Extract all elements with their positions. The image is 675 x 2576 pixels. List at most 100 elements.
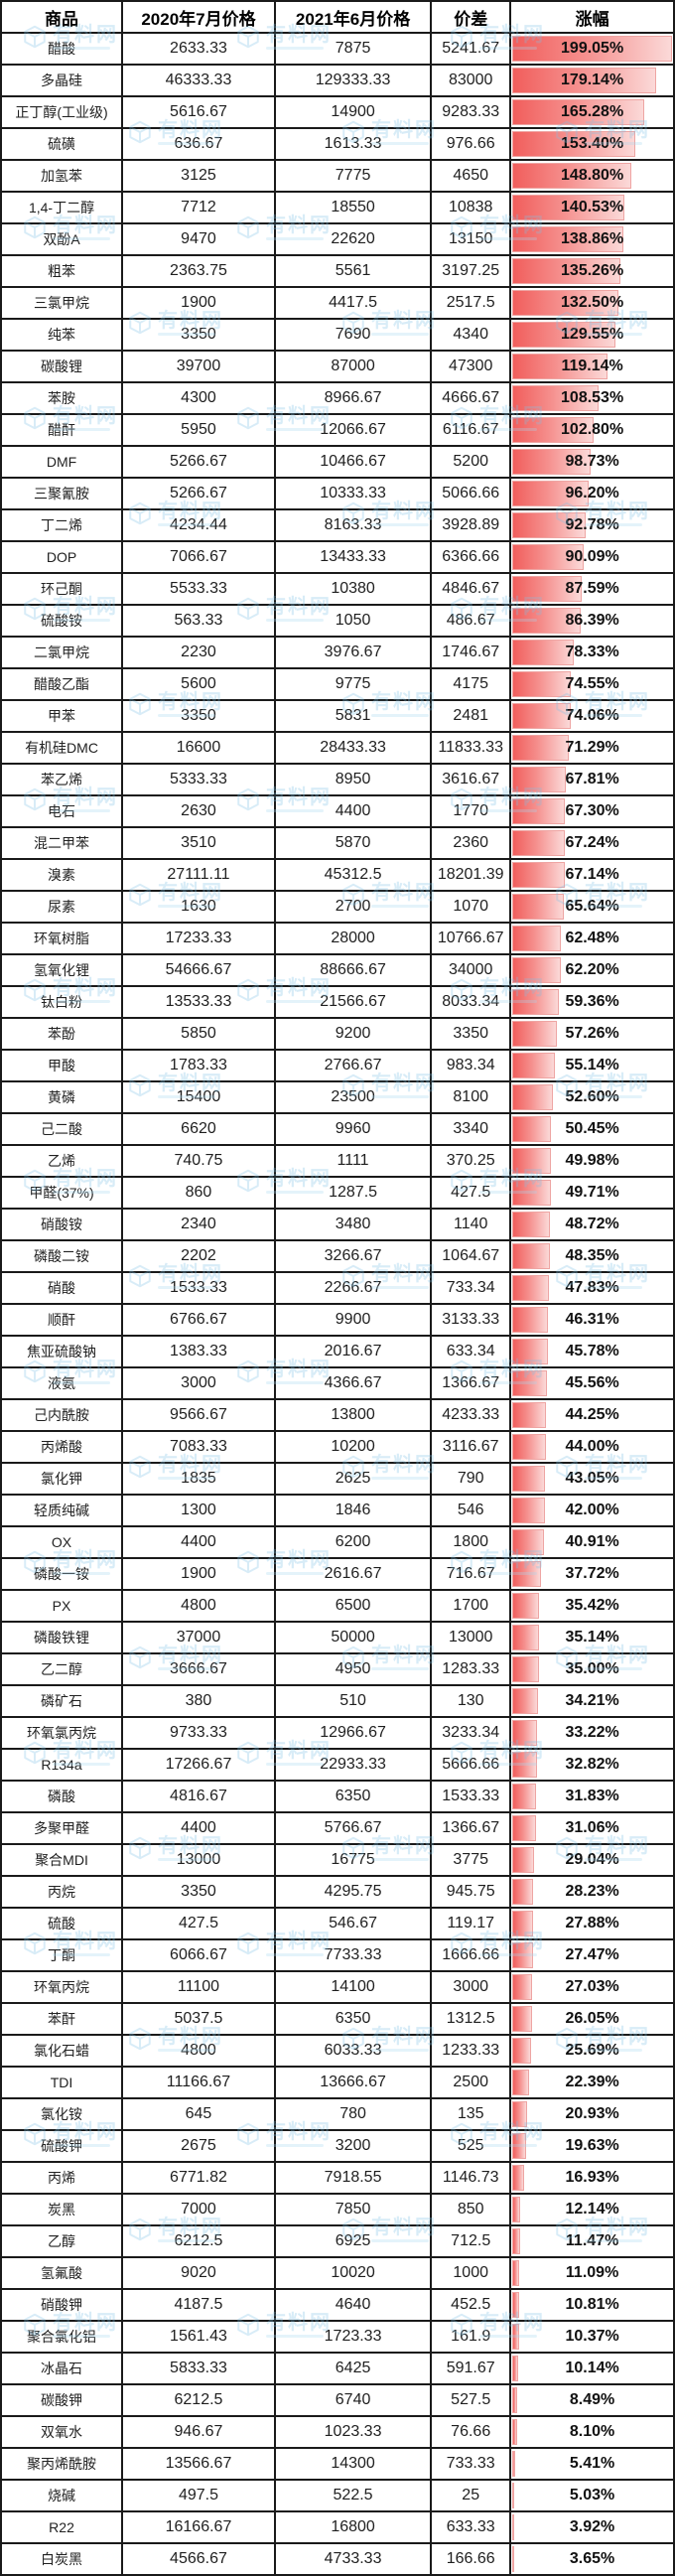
increase-pct-label: 33.22% <box>565 1724 619 1741</box>
increase-pct-label: 96.20% <box>565 485 619 501</box>
table-row: 1,4-丁二醇 7712 18550 10838 140.53% <box>0 191 675 224</box>
table-row: 硫磺 636.67 1613.33 976.66 153.40% <box>0 127 675 161</box>
price-2021-cell: 10333.33 <box>273 477 433 510</box>
increase-data-bar <box>512 830 566 856</box>
table-row: 氯化石蜡 4800 6033.33 1233.33 25.69% <box>0 2034 675 2068</box>
price-diff-cell: 4650 <box>430 159 512 193</box>
price-2021-cell: 129333.33 <box>273 64 433 97</box>
price-2021-cell: 1846 <box>273 1494 433 1527</box>
price-diff-cell: 733.33 <box>430 2447 512 2481</box>
table-row: DOP 7066.67 13433.33 6366.66 90.09% <box>0 540 675 574</box>
price-2020-cell: 497.5 <box>121 2479 276 2512</box>
price-2021-cell: 3266.67 <box>273 1239 433 1273</box>
increase-pct-label: 98.73% <box>565 453 619 470</box>
product-name-cell: 己二酸 <box>0 1112 124 1146</box>
price-diff-cell: 6116.67 <box>430 413 512 447</box>
increase-data-bar <box>512 322 616 348</box>
product-name-cell: 氯化铵 <box>0 2097 124 2131</box>
increase-pct-cell: 48.35% <box>509 1239 675 1273</box>
table-row: 磷酸一铵 1900 2616.67 716.67 37.72% <box>0 1557 675 1591</box>
product-name-cell: 白炭黑 <box>0 2542 124 2576</box>
price-diff-cell: 161.9 <box>430 2320 512 2354</box>
increase-data-bar <box>512 2133 527 2159</box>
table-row: 聚合MDI 13000 16775 3775 29.04% <box>0 1843 675 1877</box>
price-diff-cell: 733.34 <box>430 1271 512 1305</box>
price-2021-cell: 8163.33 <box>273 508 433 542</box>
table-row: R134a 17266.67 22933.33 5666.66 32.82% <box>0 1748 675 1782</box>
product-name-cell: 聚合氯化铝 <box>0 2320 124 2354</box>
price-2020-cell: 11166.67 <box>121 2066 276 2099</box>
product-name-cell: 甲酸 <box>0 1049 124 1082</box>
increase-pct-cell: 90.09% <box>509 540 675 574</box>
table-row: 硫酸钾 2675 3200 525 19.63% <box>0 2129 675 2163</box>
table-row: OX 4400 6200 1800 40.91% <box>0 1525 675 1559</box>
price-diff-cell: 2481 <box>430 699 512 733</box>
increase-data-bar <box>512 735 569 761</box>
price-diff-cell: 1000 <box>430 2256 512 2290</box>
product-name-cell: 三聚氰胺 <box>0 477 124 510</box>
increase-data-bar <box>512 2165 525 2191</box>
increase-pct-label: 45.56% <box>565 1374 619 1391</box>
increase-pct-label: 29.04% <box>565 1851 619 1868</box>
product-name-cell: 醋酸乙酯 <box>0 667 124 701</box>
increase-data-bar <box>512 1084 554 1110</box>
price-2021-cell: 6925 <box>273 2224 433 2258</box>
increase-pct-label: 148.80% <box>561 167 624 184</box>
increase-pct-label: 65.64% <box>565 898 619 915</box>
price-diff-cell: 3340 <box>430 1112 512 1146</box>
increase-data-bar <box>512 1148 552 1174</box>
increase-pct-label: 55.14% <box>565 1057 619 1073</box>
increase-data-bar <box>512 576 582 602</box>
price-2021-cell: 50000 <box>273 1621 433 1654</box>
price-2020-cell: 3666.67 <box>121 1652 276 1686</box>
table-row: 聚合氯化铝 1561.43 1723.33 161.9 10.37% <box>0 2320 675 2354</box>
table-row: 甲酸 1783.33 2766.67 983.34 55.14% <box>0 1049 675 1082</box>
price-diff-cell: 1064.67 <box>430 1239 512 1273</box>
increase-pct-cell: 87.59% <box>509 572 675 606</box>
price-2020-cell: 427.5 <box>121 1907 276 1940</box>
table-row: 环氧丙烷 11100 14100 3000 27.03% <box>0 1970 675 2004</box>
increase-data-bar <box>512 195 625 220</box>
increase-data-bar <box>512 131 635 157</box>
increase-data-bar <box>512 2197 521 2222</box>
product-name-cell: 冰晶石 <box>0 2352 124 2385</box>
product-name-cell: 炭黑 <box>0 2193 124 2226</box>
price-2020-cell: 9470 <box>121 222 276 256</box>
increase-pct-cell: 47.83% <box>509 1271 675 1305</box>
price-diff-cell: 130 <box>430 1684 512 1718</box>
price-2020-cell: 2340 <box>121 1208 276 1241</box>
price-2021-cell: 6425 <box>273 2352 433 2385</box>
price-2020-cell: 6212.5 <box>121 2224 276 2258</box>
product-name-cell: 磷酸一铵 <box>0 1557 124 1591</box>
increase-pct-cell: 49.71% <box>509 1176 675 1210</box>
price-2020-cell: 4800 <box>121 2034 276 2068</box>
price-2020-cell: 3350 <box>121 318 276 352</box>
table-row: 液氨 3000 4366.67 1366.67 45.56% <box>0 1366 675 1400</box>
price-2021-cell: 87000 <box>273 350 433 383</box>
price-diff-cell: 546 <box>430 1494 512 1527</box>
increase-pct-cell: 52.60% <box>509 1080 675 1114</box>
price-diff-cell: 790 <box>430 1462 512 1496</box>
price-diff-cell: 1770 <box>430 794 512 828</box>
price-diff-cell: 525 <box>430 2129 512 2163</box>
table-row: 硝酸 1533.33 2266.67 733.34 47.83% <box>0 1271 675 1305</box>
table-row: 硝酸铵 2340 3480 1140 48.72% <box>0 1208 675 1241</box>
increase-pct-label: 5.41% <box>569 2455 615 2472</box>
increase-data-bar <box>512 989 559 1015</box>
price-2020-cell: 1630 <box>121 890 276 924</box>
price-diff-cell: 3197.25 <box>430 254 512 288</box>
increase-pct-label: 34.21% <box>565 1692 619 1709</box>
price-2021-cell: 12966.67 <box>273 1716 433 1750</box>
price-diff-cell: 3133.33 <box>430 1303 512 1337</box>
increase-data-bar <box>512 258 620 284</box>
product-name-cell: 丙烯酸 <box>0 1430 124 1464</box>
price-2020-cell: 13533.33 <box>121 985 276 1019</box>
increase-pct-label: 74.55% <box>565 675 619 692</box>
product-name-cell: 环氧氯丙烷 <box>0 1716 124 1750</box>
table-row: 磷酸 4816.67 6350 1533.33 31.83% <box>0 1780 675 1813</box>
increase-pct-cell: 44.25% <box>509 1398 675 1432</box>
increase-pct-cell: 71.29% <box>509 731 675 765</box>
price-2021-cell: 9900 <box>273 1303 433 1337</box>
price-2021-cell: 22620 <box>273 222 433 256</box>
